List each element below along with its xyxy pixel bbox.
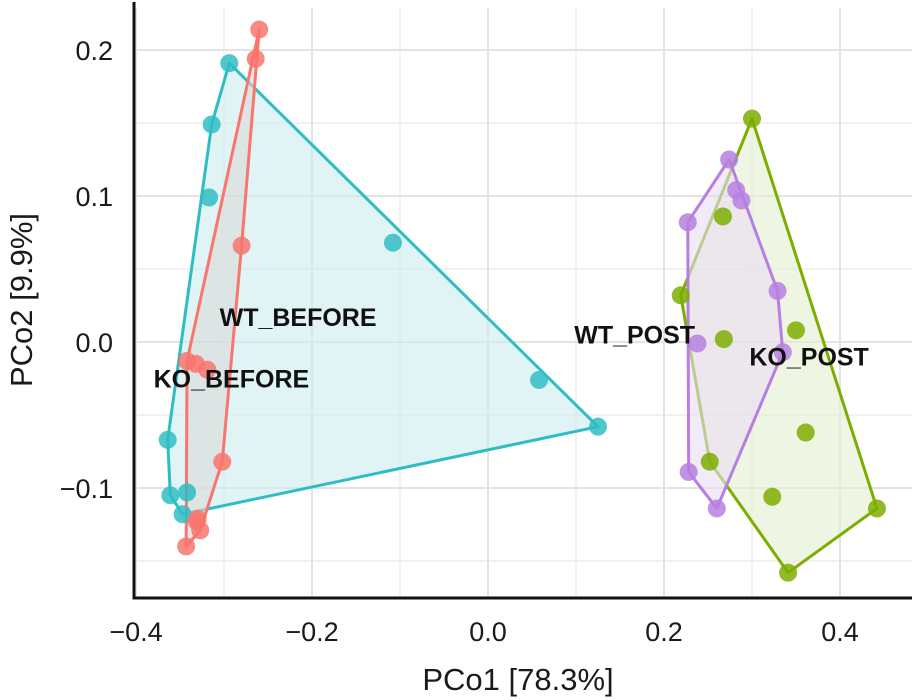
x-tick-label: −0.2: [285, 617, 338, 647]
point-ko-post: [700, 452, 719, 471]
point-wt-before: [178, 483, 197, 502]
group-labels: KO_BEFORE WT_BEFORE WT_POST KO_POST: [154, 304, 869, 393]
y-tick-label: 0.2: [75, 36, 113, 66]
point-wt-post: [732, 191, 751, 210]
point-wt-before: [200, 188, 219, 207]
point-wt-post: [707, 499, 726, 518]
point-ko-before: [232, 236, 251, 255]
group-label-wt-post: WT_POST: [574, 322, 695, 350]
x-tick-label: −0.4: [109, 617, 162, 647]
point-ko-post: [779, 563, 798, 582]
point-wt-post: [768, 281, 787, 300]
x-tick-label: 0.2: [645, 617, 683, 647]
point-ko-post: [713, 207, 732, 226]
point-ko-post: [787, 321, 805, 340]
point-ko-post: [763, 487, 782, 506]
point-ko-before: [250, 20, 269, 39]
point-ko-post: [714, 330, 733, 349]
point-wt-post: [678, 213, 697, 232]
point-wt-post: [720, 150, 739, 169]
point-wt-before: [202, 115, 221, 134]
point-ko-before: [246, 49, 265, 68]
point-wt-post: [679, 462, 698, 481]
group-label-wt-before: WT_BEFORE: [220, 304, 377, 332]
point-wt-before: [173, 505, 192, 524]
y-tick-label: −0.1: [60, 474, 113, 504]
group-label-ko-post: KO_POST: [749, 344, 868, 372]
point-wt-before: [383, 233, 402, 252]
x-axis-title: PCo1 [78.3%]: [422, 662, 613, 697]
axes: [132, 2, 912, 600]
point-wt-before: [589, 417, 607, 436]
point-ko-before: [177, 537, 196, 556]
x-tick-label: 0.4: [821, 617, 859, 647]
point-ko-before: [187, 512, 206, 531]
x-tick-label: 0.0: [469, 617, 507, 647]
point-wt-post: [773, 343, 792, 362]
point-ko-post: [796, 423, 815, 442]
point-ko-before: [213, 452, 232, 471]
y-tick-label: 0.1: [75, 182, 113, 212]
point-ko-post: [743, 109, 761, 128]
point-wt-before: [530, 370, 549, 389]
y-tick-label: 0.0: [75, 328, 113, 358]
points: [158, 20, 886, 582]
group-label-ko-before: KO_BEFORE: [154, 366, 310, 394]
point-wt-before: [220, 54, 239, 73]
point-ko-before: [198, 360, 217, 379]
point-wt-before: [161, 486, 180, 505]
y-axis-title: PCo2 [9.9%]: [4, 213, 39, 387]
point-ko-post: [867, 499, 886, 518]
point-ko-post: [671, 286, 690, 305]
point-wt-before: [158, 430, 177, 449]
tick-labels: −0.4 −0.2 0.0 0.2 0.4 −0.1 0.0 0.1 0.2: [60, 36, 859, 647]
point-wt-post: [688, 334, 707, 353]
